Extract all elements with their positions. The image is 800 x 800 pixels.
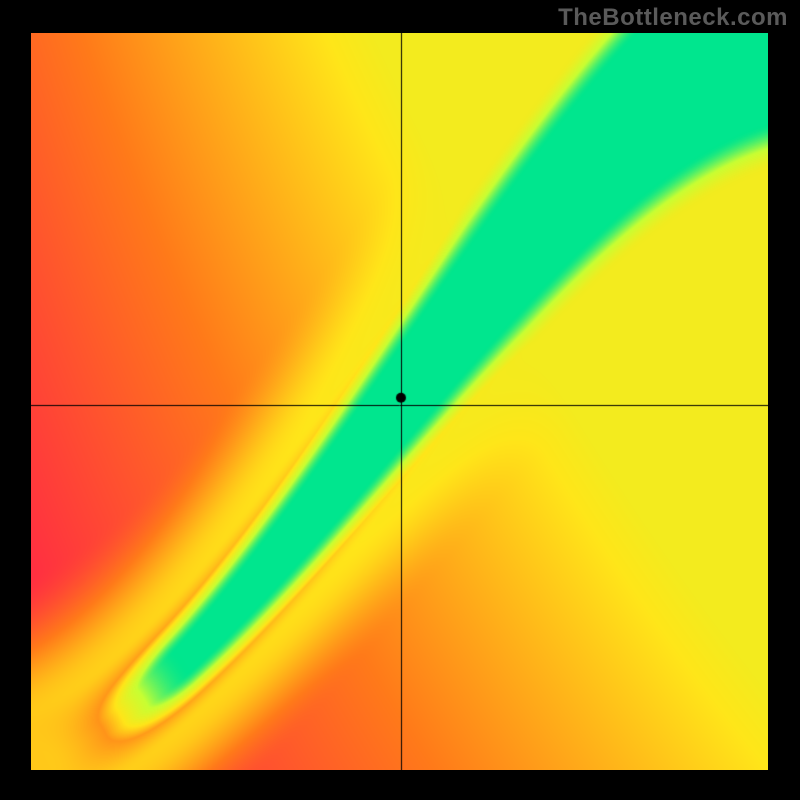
bottleneck-heatmap bbox=[31, 33, 768, 770]
watermark-text: TheBottleneck.com bbox=[558, 4, 788, 32]
chart-container: TheBottleneck.com bbox=[0, 0, 800, 800]
